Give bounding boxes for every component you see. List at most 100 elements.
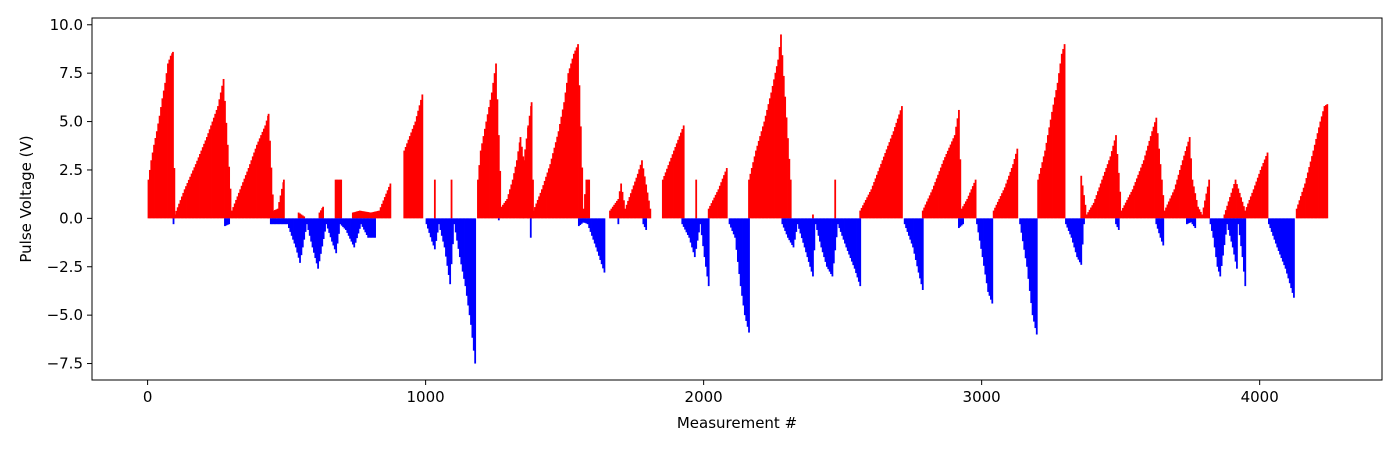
bar-red	[1103, 171, 1106, 219]
bar-red	[172, 51, 174, 219]
bar-red	[205, 137, 208, 219]
bar-blue	[361, 218, 364, 227]
bar-red	[789, 179, 792, 219]
bar-red	[574, 50, 577, 219]
bar-red	[1191, 179, 1194, 219]
bar-red	[194, 164, 197, 219]
bar-red	[383, 197, 386, 219]
bar-blue	[278, 218, 281, 225]
bar-blue	[643, 218, 646, 228]
bar-red	[1197, 206, 1199, 219]
bar-blue	[226, 218, 229, 225]
bar-red	[1151, 131, 1154, 219]
bar-blue	[326, 218, 329, 229]
bar-red	[889, 138, 892, 219]
bar-red	[588, 179, 591, 219]
bar-red	[1244, 210, 1247, 219]
bar-red	[1126, 199, 1129, 219]
bar-blue	[959, 218, 962, 227]
bar-blue	[584, 218, 586, 223]
bar-red	[1117, 172, 1120, 219]
bar-red	[1206, 186, 1209, 219]
bar-red	[645, 184, 648, 219]
bar-red	[579, 126, 582, 219]
bar-red	[899, 110, 902, 219]
bar-red	[1052, 104, 1055, 219]
bar-red	[559, 123, 561, 219]
bar-blue	[1024, 218, 1027, 259]
bar-blue	[319, 218, 322, 254]
bar-red	[509, 189, 511, 219]
bar-red	[898, 114, 901, 219]
bar-red	[199, 153, 201, 219]
bar-red	[1108, 160, 1110, 219]
bar-red	[357, 211, 360, 219]
bar-red	[479, 150, 482, 219]
bar-red	[1305, 178, 1308, 219]
bar-blue	[1160, 218, 1163, 242]
bar-red	[869, 191, 871, 219]
bar-blue	[813, 218, 816, 251]
y-tick-label: 7.5	[59, 64, 83, 82]
bar-red	[167, 63, 169, 219]
bar-red	[1312, 150, 1315, 219]
bar-blue	[1288, 218, 1291, 284]
bar-red	[225, 122, 228, 219]
bar-red	[885, 149, 888, 219]
bar-blue	[976, 218, 978, 225]
bar-red	[998, 199, 1001, 219]
bar-red	[749, 173, 752, 219]
bar-blue	[958, 218, 960, 229]
bar-red	[214, 113, 217, 219]
bar-red	[411, 128, 414, 219]
bar-red	[628, 197, 631, 219]
bar-blue	[1026, 218, 1028, 267]
bar-blue	[849, 218, 852, 259]
bar-blue	[307, 218, 310, 230]
bar-red	[859, 210, 862, 219]
bar-blue	[857, 218, 860, 282]
bar-blue	[855, 218, 857, 274]
bar-red	[571, 58, 574, 219]
bar-red	[636, 173, 639, 219]
bar-red	[382, 200, 385, 219]
bar-red	[578, 85, 581, 219]
bar-red	[389, 183, 392, 219]
bar-red	[433, 179, 436, 219]
bar-blue	[296, 218, 299, 253]
bar-blue	[1293, 218, 1295, 298]
bar-blue	[343, 218, 346, 229]
bar-blue	[691, 218, 693, 248]
bar-red	[757, 140, 760, 219]
bar-red	[666, 168, 668, 219]
bar-blue	[321, 218, 324, 247]
bar-red	[774, 72, 777, 219]
bar-blue	[1065, 218, 1067, 225]
bar-red	[1311, 156, 1313, 219]
bar-red	[680, 132, 682, 219]
bar-red	[513, 173, 515, 219]
bar-red	[222, 78, 225, 219]
bar-red	[536, 199, 539, 219]
bar-red	[892, 131, 895, 219]
bar-red	[546, 172, 549, 219]
bar-blue	[338, 218, 340, 234]
bar-red	[226, 144, 229, 219]
bar-blue	[987, 218, 990, 292]
bar-red	[566, 82, 568, 219]
bar-red	[542, 185, 545, 219]
bar-red	[261, 131, 264, 219]
bar-blue	[447, 218, 450, 275]
bar-red	[1109, 156, 1112, 219]
bar-red	[721, 178, 724, 219]
bar-red	[406, 143, 408, 219]
bar-red	[942, 160, 945, 219]
bar-red	[386, 190, 389, 219]
bar-blue	[460, 218, 463, 265]
bar-red	[1229, 197, 1231, 219]
bar-blue	[795, 218, 798, 232]
bar-red	[1162, 195, 1165, 219]
bar-red	[970, 189, 973, 219]
bar-blue	[301, 218, 304, 248]
bar-red	[175, 210, 178, 219]
